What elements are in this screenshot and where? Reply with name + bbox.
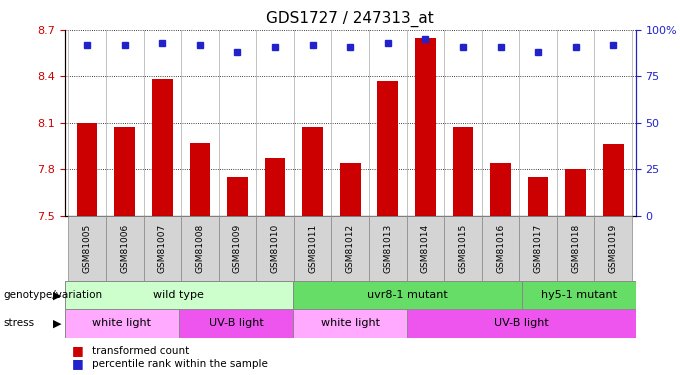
Text: white light: white light [321, 318, 379, 328]
Bar [377, 81, 398, 216]
Bar [265, 158, 286, 216]
Bar [293, 281, 522, 309]
Bar [565, 169, 586, 216]
Text: hy5-1 mutant: hy5-1 mutant [541, 290, 617, 300]
Text: GSM81012: GSM81012 [345, 224, 355, 273]
Text: GSM81013: GSM81013 [384, 224, 392, 273]
Bar [528, 177, 549, 216]
Bar [190, 143, 210, 216]
Bar [407, 309, 636, 338]
Bar [520, 216, 557, 281]
Text: white light: white light [92, 318, 151, 328]
Text: uvr8-1 mutant: uvr8-1 mutant [367, 290, 447, 300]
Text: percentile rank within the sample: percentile rank within the sample [92, 359, 268, 369]
Text: GSM81018: GSM81018 [571, 224, 580, 273]
Bar [65, 281, 293, 309]
Bar [219, 216, 256, 281]
Bar [522, 281, 636, 309]
Bar [331, 216, 369, 281]
Bar [303, 128, 323, 216]
Title: GDS1727 / 247313_at: GDS1727 / 247313_at [267, 11, 434, 27]
Bar [114, 128, 135, 216]
Text: UV-B light: UV-B light [209, 318, 263, 328]
Bar [256, 216, 294, 281]
Bar [106, 216, 143, 281]
Bar [415, 38, 436, 216]
Text: wild type: wild type [154, 290, 204, 300]
Text: GSM81015: GSM81015 [458, 224, 467, 273]
Bar [369, 216, 407, 281]
Text: GSM81010: GSM81010 [271, 224, 279, 273]
Text: UV-B light: UV-B light [494, 318, 549, 328]
Bar [293, 309, 407, 338]
Bar [453, 128, 473, 216]
Text: genotype/variation: genotype/variation [3, 290, 103, 300]
Text: GSM81008: GSM81008 [195, 224, 205, 273]
Text: GSM81017: GSM81017 [534, 224, 543, 273]
Bar [481, 216, 520, 281]
Bar [294, 216, 331, 281]
Text: ▶: ▶ [53, 290, 61, 300]
Text: GSM81009: GSM81009 [233, 224, 242, 273]
Text: GSM81011: GSM81011 [308, 224, 317, 273]
Bar [143, 216, 181, 281]
Text: GSM81007: GSM81007 [158, 224, 167, 273]
Text: transformed count: transformed count [92, 346, 189, 355]
Bar [181, 216, 219, 281]
Text: GSM81006: GSM81006 [120, 224, 129, 273]
Bar [77, 123, 97, 216]
Text: GSM81016: GSM81016 [496, 224, 505, 273]
Bar [340, 163, 360, 216]
Bar [594, 216, 632, 281]
Text: ▶: ▶ [53, 318, 61, 328]
Bar [444, 216, 481, 281]
Text: GSM81005: GSM81005 [83, 224, 92, 273]
Text: ■: ■ [71, 357, 83, 370]
Bar [557, 216, 594, 281]
Bar [603, 144, 624, 216]
Bar [407, 216, 444, 281]
Text: GSM81019: GSM81019 [609, 224, 617, 273]
Text: stress: stress [3, 318, 35, 328]
Text: ■: ■ [71, 344, 83, 357]
Bar [152, 80, 173, 216]
Bar [227, 177, 248, 216]
Bar [65, 309, 179, 338]
Bar [490, 163, 511, 216]
Text: GSM81014: GSM81014 [421, 224, 430, 273]
Bar [69, 216, 106, 281]
Bar [179, 309, 293, 338]
